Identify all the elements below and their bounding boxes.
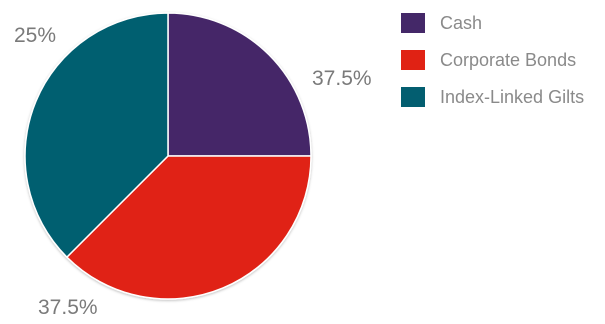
legend-label-corporate-bonds: Corporate Bonds [440, 49, 577, 70]
slice-label-corporate-bonds: 37.5% [312, 67, 372, 90]
legend-item-index-linked-gilts: Index-Linked Gilts [401, 85, 584, 109]
slice-index-linked-gilts [24, 12, 169, 259]
legend-label-index-linked-gilts: Index-Linked Gilts [440, 86, 585, 107]
legend-item-cash: Cash [401, 11, 584, 35]
legend: Cash Corporate Bonds Index-Linked Gilts [401, 11, 584, 122]
slice-label-cash: 25% [14, 24, 57, 47]
slice-corporate-bonds [65, 155, 312, 300]
legend-swatch-index-linked-gilts [401, 87, 425, 107]
slice-label-index-linked-gilts: 37.5% [38, 296, 98, 319]
slice-cash [167, 12, 312, 157]
legend-item-corporate-bonds: Corporate Bonds [401, 48, 584, 72]
legend-label-cash: Cash [440, 12, 483, 33]
legend-swatch-cash [401, 13, 425, 33]
legend-swatch-corporate-bonds [401, 50, 425, 70]
